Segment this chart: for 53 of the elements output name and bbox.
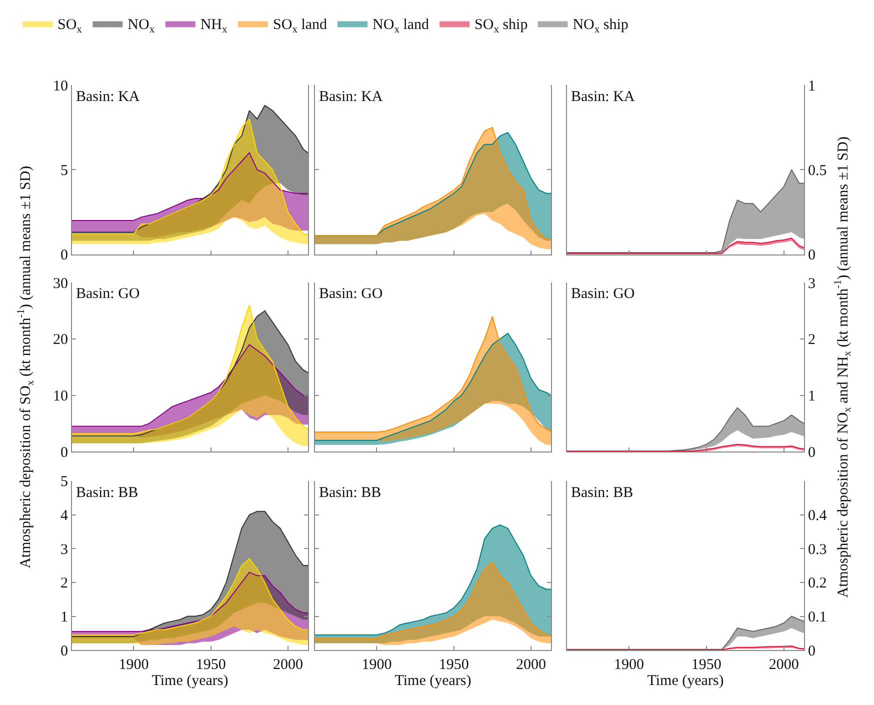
- legend-label: NO$_{x}$ ship: [572, 17, 628, 36]
- y2-tick-label: 0.5: [808, 162, 827, 179]
- legend-label: SO$_{x}$ ship: [474, 17, 528, 36]
- y-tick-label: 20: [53, 332, 68, 348]
- x-tick-label: 1900: [614, 657, 644, 674]
- y2-tick-label: 0.4: [808, 508, 828, 524]
- legend-label: SO$_{x}$ land: [273, 17, 328, 36]
- x-tick-label: 2000: [516, 657, 546, 674]
- x-axis-title: Time (years): [647, 673, 724, 690]
- annotation: Basin: KA: [76, 89, 140, 105]
- y-tick-label: 5: [60, 474, 68, 490]
- annotation: Basin: GO: [571, 286, 635, 302]
- x-tick-label: 1900: [362, 657, 392, 674]
- y2-tick-label: 0.1: [808, 610, 827, 626]
- annotation: Basin: BB: [76, 485, 138, 501]
- y2-tick-label: 1: [808, 388, 816, 405]
- x-tick-label: 2000: [768, 657, 799, 674]
- y2-tick-label: 0.2: [808, 576, 827, 592]
- y-tick-label: 10: [53, 388, 68, 405]
- annotation: Basin: KA: [319, 89, 383, 105]
- y2-tick-label: 0: [808, 444, 816, 461]
- x-tick-label: 1900: [118, 657, 149, 674]
- annotation: Basin: KA: [571, 89, 635, 105]
- y2-tick-label: 1: [808, 78, 816, 94]
- x-axis-title: Time (years): [394, 673, 472, 690]
- y-tick-label: 2: [60, 576, 68, 592]
- legend-label: NH$_{x}$: [200, 17, 228, 36]
- y-tick-label: 0: [60, 643, 68, 660]
- y2-tick-label: 0: [808, 248, 816, 264]
- y-tick-label: 1: [60, 610, 68, 626]
- y-tick-label: 3: [60, 542, 68, 558]
- legend-label: NO$_{x}$ land: [372, 17, 430, 36]
- annotation: Basin: BB: [319, 485, 382, 501]
- y-tick-label: 30: [53, 276, 68, 292]
- annotation: Basin: GO: [319, 286, 383, 302]
- annotation: Basin: BB: [571, 485, 634, 501]
- y2-tick-label: 3: [808, 276, 816, 292]
- y-tick-label: 5: [60, 162, 68, 179]
- y2-tick-label: 0: [808, 643, 816, 660]
- y2-tick-label: 2: [808, 332, 816, 348]
- y-tick-label: 0: [60, 444, 68, 461]
- x-tick-label: 2000: [272, 657, 303, 674]
- y-tick-label: 10: [53, 78, 68, 94]
- annotation: Basin: GO: [76, 286, 140, 302]
- legend-label: NO$_{x}$: [128, 17, 156, 36]
- x-tick-label: 1950: [691, 657, 722, 674]
- y-tick-label: 0: [60, 248, 68, 264]
- y-tick-label: 4: [60, 508, 68, 524]
- x-tick-label: 1950: [438, 657, 469, 674]
- x-tick-label: 1950: [196, 657, 226, 674]
- x-axis-title: Time (years): [152, 673, 228, 690]
- legend-label: SO$_{x}$: [57, 17, 83, 36]
- y2-tick-label: 0.3: [808, 542, 827, 558]
